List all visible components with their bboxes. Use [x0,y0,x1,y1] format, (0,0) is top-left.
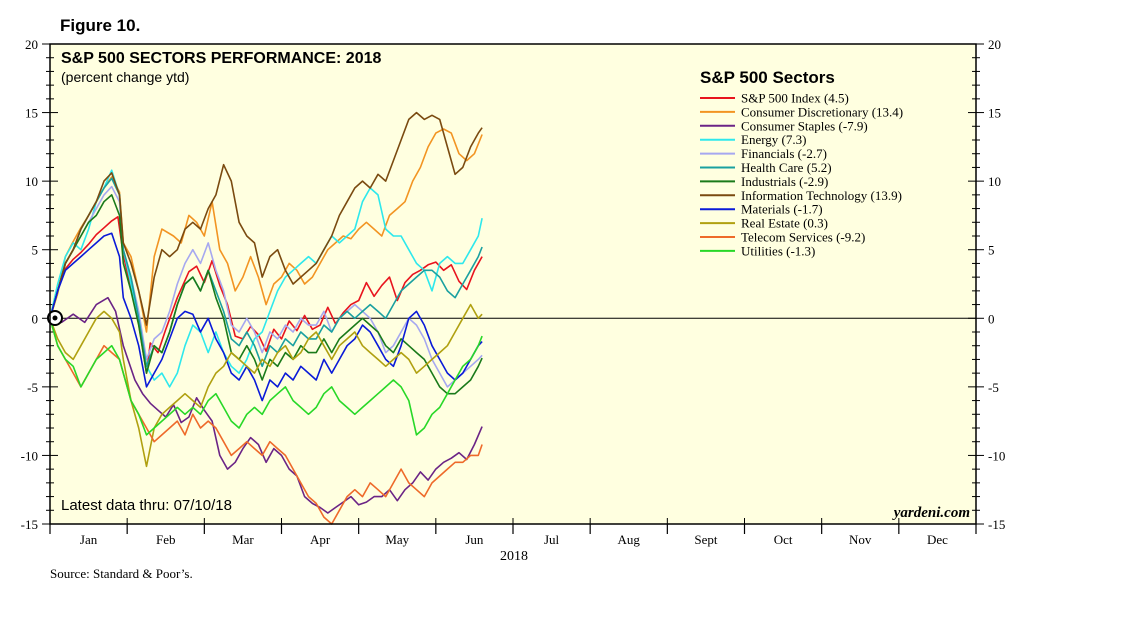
x-tick-label: Jun [465,532,484,547]
figure-label: Figure 10. [60,16,140,35]
series-lines [49,111,483,525]
series-line-information-technology [49,111,483,326]
y-tick-label-right: -5 [988,380,999,395]
origin-marker-dot [52,315,58,321]
x-tick-label: Mar [232,532,254,547]
y-tick-label-right: 0 [988,311,995,326]
x-tick-label: Aug [618,532,641,547]
chart-title: S&P 500 SECTORS PERFORMANCE: 2018 [61,50,382,67]
legend-entry: Real Estate (0.3) [741,216,828,231]
x-axis-label: 2018 [500,549,528,564]
watermark: yardeni.com [892,505,970,521]
x-tick-label: Feb [156,532,176,547]
y-tick-label-right: 5 [988,243,995,258]
plot-panel [50,44,976,524]
legend-entry: Materials (-1.7) [741,202,823,217]
y-tick-label-left: -10 [21,448,38,463]
x-tick-label: Oct [774,532,793,547]
y-tick-label-left: 0 [32,311,39,326]
x-tick-label: Jan [80,532,98,547]
y-tick-label-left: -15 [21,517,38,532]
y-tick-label-right: 15 [988,106,1001,121]
legend-entry: Energy (7.3) [741,132,806,147]
legend-entry: Utilities (-1.3) [741,243,815,258]
y-tick-label-left: 20 [25,37,38,52]
x-tick-label: Apr [310,532,331,547]
plot-frame [49,43,977,525]
y-tick-label-right: -10 [988,448,1005,463]
y-tick-label-left: 5 [32,243,39,258]
series-line-consumer-staples [49,296,483,514]
y-tick-label-left: 15 [25,106,38,121]
y-tick-label-left: 10 [25,174,38,189]
axes: -15 -15 -10 -10 -5 -5 0 0 5 5 10 10 15 15 20 20 Jan Feb Ma… [21,37,1006,547]
legend-entry: Health Care (5.2) [741,160,832,175]
y-tick-label-right: 10 [988,174,1001,189]
series-line-utilities [49,318,483,436]
legend-entry: Financials (-2.7) [741,146,827,161]
legend-entry: Information Technology (13.9) [741,188,902,203]
y-tick-label-right: 20 [988,37,1001,52]
latest-data-note: Latest data thru: 07/10/18 [61,497,232,514]
y-tick-label-right: -15 [988,517,1005,532]
legend: S&P 500 Index (4.5)Consumer Discretionar… [700,91,903,258]
x-tick-label: May [385,532,409,547]
legend-title: S&P 500 Sectors [700,68,835,87]
series-line-materials [49,232,483,402]
legend-entry: Telecom Services (-9.2) [741,230,865,245]
x-tick-label: Jul [544,532,560,547]
chart-subtitle: (percent change ytd) [61,69,189,85]
series-line-s-p-500-index [49,216,483,374]
legend-entry: S&P 500 Index (4.5) [741,91,849,106]
series-line-industrials [49,194,483,395]
x-tick-label: Nov [849,532,872,547]
source-note: Source: Standard & Poor’s. [50,566,193,581]
legend-entry: Industrials (-2.9) [741,174,828,189]
series-line-real-estate [49,303,483,468]
y-tick-label-left: -5 [27,380,38,395]
legend-entry: Consumer Staples (-7.9) [741,118,868,133]
x-tick-label: Sept [694,532,718,547]
x-tick-label: Dec [927,532,948,547]
legend-entry: Consumer Discretionary (13.4) [741,104,903,119]
